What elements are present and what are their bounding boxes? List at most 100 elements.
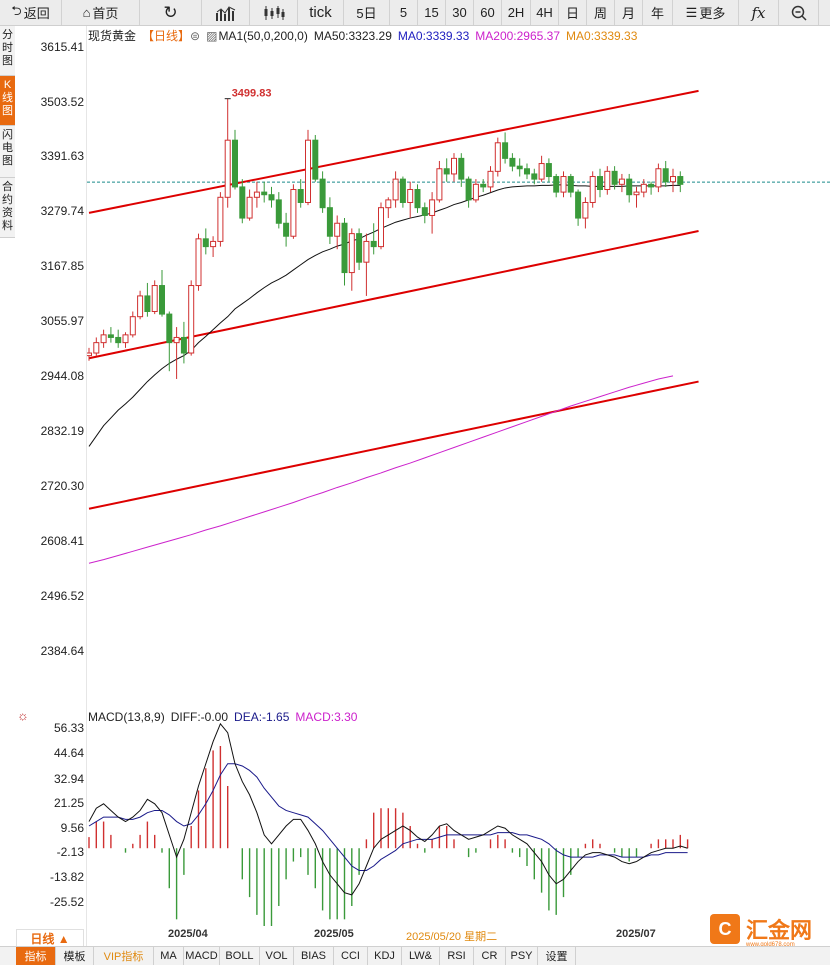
tab-kdj[interactable]: KDJ	[368, 947, 402, 965]
tab-cci[interactable]: CCI	[334, 947, 368, 965]
candle-body	[363, 240, 370, 263]
candle-body	[502, 142, 509, 159]
channel-trendline	[88, 380, 699, 510]
candle-body	[509, 157, 516, 167]
y-tick-label: 3503.52	[40, 95, 84, 109]
candle-body	[224, 139, 231, 198]
date-label: 2025/07	[616, 928, 656, 940]
macd-chart[interactable]	[87, 706, 830, 926]
tab-vip-indicators[interactable]: VIP指标	[94, 947, 154, 965]
tab-contract-info[interactable]: 合约资料	[0, 178, 15, 238]
candle-body	[618, 178, 625, 185]
period-15min[interactable]: 15	[418, 0, 446, 25]
period-year[interactable]: 年	[643, 0, 673, 25]
tab-timeshare[interactable]: 分时图	[0, 26, 15, 76]
candle-body	[385, 199, 392, 209]
date-axis: 2025/04 2025/05 2025/05/20 星期二 2025/07	[86, 928, 830, 943]
line-chart-button[interactable]	[202, 0, 250, 25]
indicator-tabs: 指标 模板 VIP指标 MA MACD BOLL VOL BIAS CCI KD…	[0, 946, 830, 965]
period-week[interactable]: 周	[587, 0, 615, 25]
logo-mark: C	[710, 914, 740, 944]
candle-body	[524, 168, 530, 175]
tab-vol[interactable]: VOL	[260, 947, 294, 965]
more-button[interactable]: ☰ 更多	[673, 0, 739, 25]
candle-body	[458, 157, 465, 180]
candle-body	[253, 191, 260, 198]
y-tick-label: 2608.41	[40, 534, 84, 548]
tab-rsi[interactable]: RSI	[440, 947, 474, 965]
candle-body	[560, 176, 567, 193]
tab-cr[interactable]: CR	[474, 947, 506, 965]
candle-body	[392, 178, 399, 201]
y-tick-label: 3391.63	[40, 149, 84, 163]
y-tick-label: 2384.64	[40, 644, 84, 658]
logo-text: 汇金网	[746, 918, 813, 943]
home-button[interactable]: ⌂ 首页	[62, 0, 140, 25]
y-tick-label: 3167.85	[40, 259, 84, 273]
candle-body	[151, 285, 158, 312]
candle-body	[436, 168, 443, 201]
period-month[interactable]: 月	[615, 0, 643, 25]
candle-body	[180, 336, 187, 354]
kline-chart[interactable]: 3499.83	[87, 26, 830, 706]
candle-body	[677, 176, 684, 185]
candlestick-button[interactable]	[250, 0, 298, 25]
period-5day[interactable]: 5日	[344, 0, 390, 25]
zoom-out-button[interactable]	[779, 0, 819, 25]
back-button[interactable]: ⮌ 返回	[0, 0, 62, 25]
tab-boll[interactable]: BOLL	[220, 947, 260, 965]
candle-body	[414, 189, 421, 209]
candle-body	[611, 170, 618, 185]
tab-psy[interactable]: PSY	[506, 947, 538, 965]
symbol-name: 现货黄金	[88, 29, 137, 43]
candle-body	[297, 189, 304, 203]
tab-ma[interactable]: MA	[154, 947, 184, 965]
period-30min[interactable]: 30	[446, 0, 474, 25]
candle-body	[87, 352, 92, 357]
tab-settings[interactable]: 设置	[538, 947, 576, 965]
candle-body	[93, 342, 100, 354]
y-tick-label: 3279.74	[40, 204, 84, 218]
candle-body	[210, 240, 217, 248]
tab-lw[interactable]: LW&	[402, 947, 440, 965]
candle-body	[545, 163, 552, 178]
tab-templates[interactable]: 模板	[56, 947, 94, 965]
candle-body	[246, 196, 253, 219]
candle-body	[378, 207, 384, 248]
line-chart-icon	[215, 5, 235, 21]
y-tick-label: 3615.41	[40, 40, 84, 54]
macd-settings-icon[interactable]: ☼	[17, 708, 29, 723]
tab-macd[interactable]: MACD	[184, 947, 220, 965]
period-2h[interactable]: 2H	[502, 0, 531, 25]
period-60min[interactable]: 60	[474, 0, 502, 25]
ma200-label: MA200:2965.37	[475, 29, 561, 43]
tab-indicators[interactable]: 指标	[16, 947, 56, 965]
candle-body	[429, 199, 436, 216]
formula-button[interactable]: fx	[739, 0, 779, 25]
tab-bias[interactable]: BIAS	[294, 947, 334, 965]
tick-button[interactable]: tick	[298, 0, 344, 25]
candle-body	[465, 178, 472, 201]
candle-body	[597, 176, 603, 191]
candle-body	[100, 334, 107, 344]
indicator-icon: ▨	[206, 29, 218, 43]
period-4h[interactable]: 4H	[531, 0, 559, 25]
refresh-icon: ↻	[163, 2, 178, 22]
ma50-label: MA50:3323.29	[313, 29, 392, 43]
zoom-out-icon	[791, 5, 807, 21]
y-tick-label: 3055.97	[40, 314, 84, 328]
date-label: 2025/04	[168, 928, 208, 940]
period-5min[interactable]: 5	[390, 0, 418, 25]
ma0b-label: MA0:3339.33	[566, 29, 638, 43]
macd-dea: DEA:-1.65	[234, 710, 290, 724]
macd-y-tick-label: 56.33	[53, 721, 84, 735]
refresh-button[interactable]: ↻	[140, 0, 202, 25]
candle-body	[319, 178, 326, 209]
settings-gear-icon[interactable]: ⊜	[190, 29, 201, 43]
tab-flash-chart[interactable]: 闪电图	[0, 126, 15, 178]
period-selector[interactable]: 日线 ▲	[16, 929, 84, 947]
period-day[interactable]: 日	[559, 0, 587, 25]
ma0-label: MA0:3339.33	[397, 29, 470, 43]
